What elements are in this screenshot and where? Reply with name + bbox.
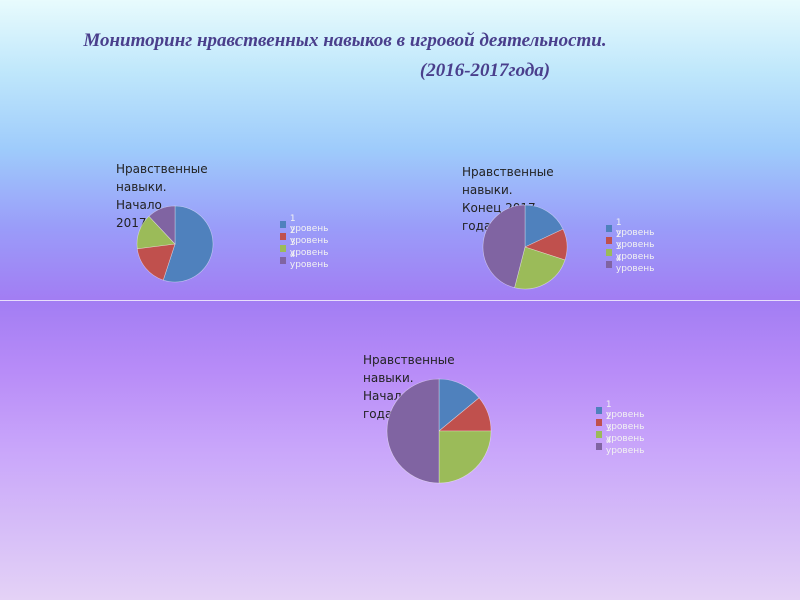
legend-item: 2 уровень [596,412,646,432]
legend-item: 3 уровень [606,242,656,262]
legend-item: 3 уровень [280,238,330,258]
legend-label: 4 уровень [289,250,329,270]
legend-item: 4 уровень [280,250,330,270]
legend-label: 2 уровень [289,226,329,246]
pie-slice-2 [136,243,176,281]
page-title-line2: (2016-2017года) [419,60,551,81]
legend-label: 1 уровень [615,218,655,238]
legend-label: 3 уровень [615,242,655,262]
chart-legend: 1 уровень 2 уровень 3 уровень 4 уровень [280,214,330,270]
legend-swatch [596,406,602,414]
legend-label: 2 уровень [605,412,645,432]
page-title-line1: Мониторинг нравственных навыков в игрово… [83,30,607,51]
legend-swatch [280,244,286,252]
legend-swatch [596,418,602,426]
pie-slice-4 [148,205,176,245]
legend-label: 2 уровень [615,230,655,250]
legend-label: 3 уровень [605,424,645,444]
page-title: Мониторинг нравственных навыков в игрово… [0,26,800,86]
legend-item: 1 уровень [606,218,656,238]
pie-slice-4 [386,378,440,484]
legend-item: 2 уровень [280,226,330,246]
legend-swatch [596,442,602,450]
legend-swatch [606,248,612,256]
legend-swatch [280,256,286,264]
chart-legend: 1 уровень 2 уровень 3 уровень 4 уровень [596,400,646,456]
legend-swatch [596,430,602,438]
legend-item: 1 уровень [280,214,330,234]
legend-item: 3 уровень [596,424,646,444]
pie-slice-3 [438,430,492,484]
chart-title: Нравственные навыки. Конец 2017 года. [462,165,554,233]
legend-item: 2 уровень [606,230,656,250]
pie-slice-4 [482,204,526,289]
legend-item: 4 уровень [606,254,656,274]
chart-legend: 1 уровень 2 уровень 3 уровень 4 уровень [606,218,656,274]
legend-swatch [280,232,286,240]
legend-swatch [606,224,612,232]
legend-label: 1 уровень [605,400,645,420]
legend-swatch [280,220,286,228]
divider-line [0,300,800,301]
pie-slice-3 [514,246,566,290]
legend-label: 4 уровень [605,436,645,456]
legend-swatch [606,260,612,268]
pie-slice-1 [524,204,564,248]
legend-item: 4 уровень [596,436,646,456]
pie-slice-1 [162,205,214,283]
legend-label: 3 уровень [289,238,329,258]
legend-swatch [606,236,612,244]
legend-label: 4 уровень [615,254,655,274]
legend-item: 1 уровень [596,400,646,420]
legend-label: 1 уровень [289,214,329,234]
